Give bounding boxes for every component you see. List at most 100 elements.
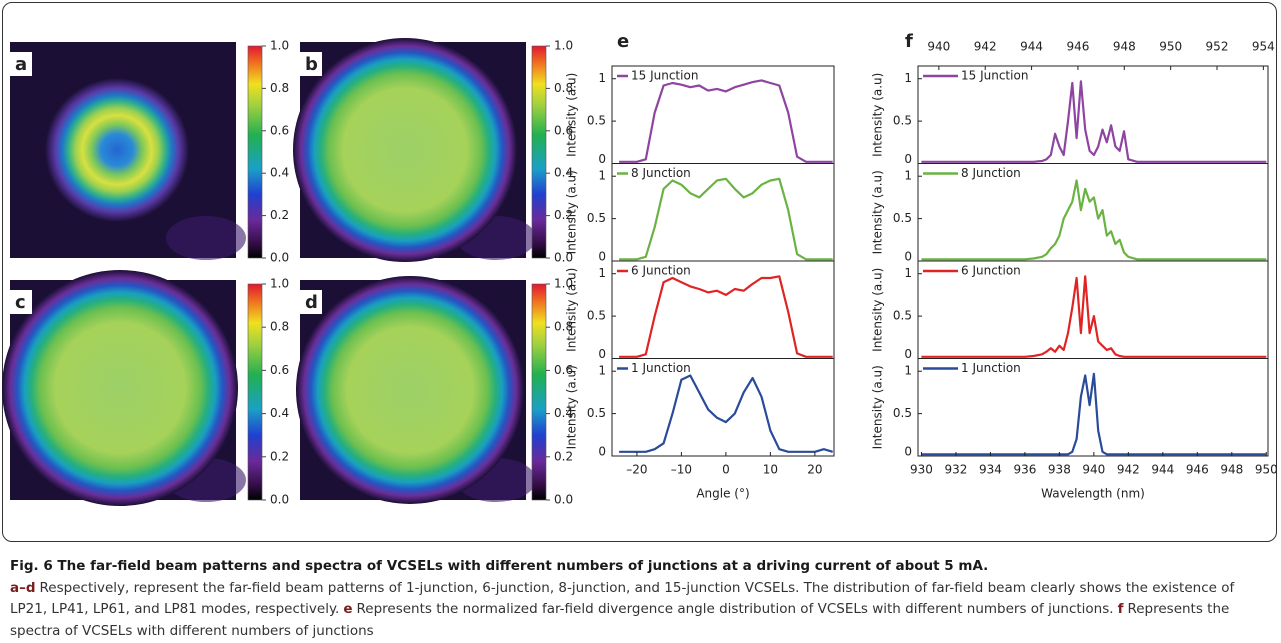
y-tick-label: 0 <box>904 152 912 166</box>
series-line <box>921 181 1266 260</box>
x-tick-label: 10 <box>763 463 778 477</box>
x2-tick-label: 954 <box>1252 40 1275 54</box>
y-tick-label: 1 <box>598 71 606 85</box>
colorbar <box>532 46 546 258</box>
x-tick-label: 934 <box>979 463 1002 477</box>
caption-title: Fig. 6 The far-field beam patterns and s… <box>10 556 1272 578</box>
y-tick-label: 0.5 <box>893 309 912 323</box>
x2-tick-label: 942 <box>974 40 997 54</box>
y-tick-label: 0.5 <box>587 211 606 225</box>
y-tick-label: 1 <box>904 169 912 183</box>
colorbar-tick-label: 0.6 <box>270 123 289 137</box>
colorbar-tick-label: 0.8 <box>270 81 289 95</box>
caption-label: f <box>1118 601 1124 617</box>
x2-tick-label: 950 <box>1159 40 1182 54</box>
colorbar <box>248 284 262 500</box>
colorbar-tick-label: 1.0 <box>554 39 573 53</box>
y-tick-label: 0.5 <box>587 406 606 420</box>
legend-label: 8 Junction <box>961 166 1021 180</box>
panel-label: e <box>617 31 629 52</box>
x-tick-label: 948 <box>1220 463 1243 477</box>
colorbar-tick-label: 0.2 <box>270 449 289 463</box>
y-axis-label: Intensity (a.u) <box>871 73 885 157</box>
caption-label: a–d <box>10 580 36 596</box>
y-tick-label: 1 <box>904 266 912 280</box>
y-tick-label: 1 <box>904 364 912 378</box>
x-tick-label: 0 <box>722 463 730 477</box>
caption: Fig. 6 The far-field beam patterns and s… <box>10 556 1272 642</box>
colorbar-tick-label: 0.4 <box>270 166 289 180</box>
y-tick-label: 1 <box>598 364 606 378</box>
beam-pattern <box>293 38 517 262</box>
x2-tick-label: 952 <box>1206 40 1229 54</box>
x-tick-label: 936 <box>1013 463 1036 477</box>
legend-label: 1 Junction <box>631 361 691 375</box>
x-tick-label: 946 <box>1186 463 1209 477</box>
y-tick-label: 0 <box>904 445 912 459</box>
x-tick-label: –20 <box>626 463 647 477</box>
panel-label: a <box>15 54 27 75</box>
y-tick-label: 0.5 <box>893 114 912 128</box>
y-axis-label: Intensity (a.u) <box>871 365 885 449</box>
y-tick-label: 1 <box>598 266 606 280</box>
colorbar-tick-label: 0.0 <box>270 251 289 265</box>
beam-pattern <box>45 78 189 222</box>
colorbar-tick-label: 0.6 <box>270 363 289 377</box>
x-axis-label: Angle (°) <box>696 487 749 501</box>
series-line <box>921 374 1266 455</box>
x-tick-label: 938 <box>1048 463 1071 477</box>
y-tick-label: 0 <box>598 347 606 361</box>
x2-tick-label: 948 <box>1113 40 1136 54</box>
x-tick-label: 944 <box>1151 463 1174 477</box>
series-line <box>921 81 1266 162</box>
legend-label: 1 Junction <box>961 361 1021 375</box>
x2-tick-label: 940 <box>927 40 950 54</box>
x2-tick-label: 946 <box>1066 40 1089 54</box>
colorbar-tick-label: 0.2 <box>270 208 289 222</box>
beam-pattern <box>2 270 238 506</box>
panel-label: b <box>305 54 318 75</box>
x-tick-label: 930 <box>910 463 933 477</box>
y-tick-label: 0.5 <box>587 309 606 323</box>
colorbar-tick-label: 1.0 <box>270 277 289 291</box>
colorbar-tick-label: 0.0 <box>270 493 289 507</box>
y-tick-label: 0 <box>598 250 606 264</box>
beam-pattern <box>296 276 524 504</box>
y-axis-label: Intensity (a.u) <box>565 73 579 157</box>
y-tick-label: 0.5 <box>587 114 606 128</box>
y-tick-label: 0 <box>598 445 606 459</box>
page: { "panels": [{"label": "a"}, {"label": "… <box>0 0 1281 643</box>
y-tick-label: 1 <box>598 169 606 183</box>
x-tick-label: 940 <box>1082 463 1105 477</box>
panel-label: f <box>905 31 913 52</box>
legend-label: 6 Junction <box>631 264 691 278</box>
x2-tick-label: 944 <box>1020 40 1043 54</box>
x-tick-label: 950 <box>1255 463 1278 477</box>
x-tick-label: –10 <box>671 463 692 477</box>
legend-label: 15 Junction <box>961 69 1028 83</box>
series-line <box>921 276 1266 357</box>
legend-label: 6 Junction <box>961 264 1021 278</box>
colorbar-tick-label: 0.0 <box>554 493 573 507</box>
y-tick-label: 0.5 <box>893 406 912 420</box>
x-tick-label: 20 <box>807 463 822 477</box>
legend-label: 8 Junction <box>631 166 691 180</box>
y-axis-label: Intensity (a.u) <box>871 170 885 254</box>
y-tick-label: 0 <box>904 347 912 361</box>
series-line <box>619 179 833 259</box>
y-axis-label: Intensity (a.u) <box>565 268 579 352</box>
y-axis-label: Intensity (a.u) <box>871 268 885 352</box>
figure: a0.00.20.40.60.81.0b0.00.20.40.60.81.0c0… <box>0 0 1281 545</box>
y-axis-label: Intensity (a.u) <box>565 365 579 449</box>
x-axis-label: Wavelength (nm) <box>1041 487 1145 501</box>
panel-label: c <box>15 292 26 313</box>
caption-text: Represents the normalized far-field dive… <box>356 601 1113 617</box>
colorbar <box>248 46 262 258</box>
beam-haze <box>166 216 246 260</box>
caption-label: e <box>343 601 352 617</box>
series-line <box>619 276 833 357</box>
series-line <box>619 376 833 452</box>
colorbar-tick-label: 0.8 <box>270 320 289 334</box>
y-tick-label: 0.5 <box>893 211 912 225</box>
